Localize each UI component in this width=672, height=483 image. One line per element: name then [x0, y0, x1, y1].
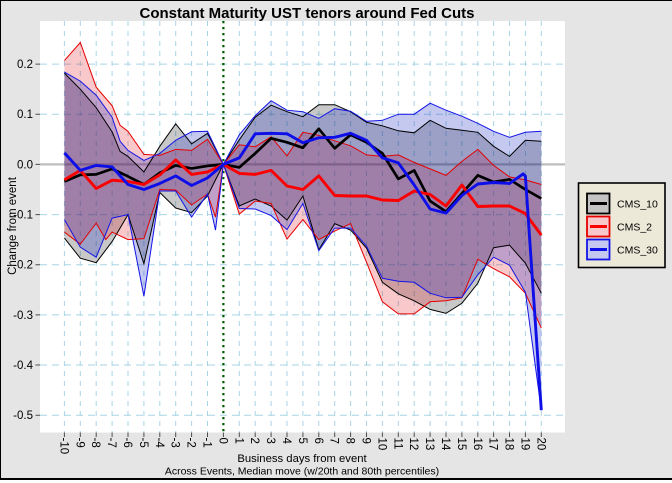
svg-text:2: 2	[248, 438, 260, 444]
svg-text:13: 13	[423, 438, 435, 451]
svg-text:-2: -2	[185, 438, 197, 448]
svg-text:Business days from event: Business days from event	[237, 453, 367, 465]
svg-text:-7: -7	[105, 438, 117, 448]
svg-text:Constant Maturity UST tenors a: Constant Maturity UST tenors around Fed …	[139, 5, 474, 22]
svg-text:15: 15	[455, 438, 467, 451]
svg-text:-0.5: -0.5	[13, 410, 33, 422]
svg-text:-6: -6	[121, 438, 133, 448]
svg-text:11: 11	[391, 438, 403, 450]
svg-text:8: 8	[344, 438, 356, 444]
svg-text:Change from event: Change from event	[7, 176, 19, 275]
svg-text:-10: -10	[57, 438, 69, 455]
svg-text:Across Events, Median move (w/: Across Events, Median move (w/20th and 8…	[165, 466, 439, 478]
svg-text:7: 7	[328, 438, 340, 444]
svg-text:CMS_2: CMS_2	[617, 222, 652, 234]
svg-text:0.1: 0.1	[17, 109, 33, 121]
svg-text:0.0: 0.0	[17, 159, 33, 171]
svg-text:10: 10	[375, 438, 387, 451]
svg-text:4: 4	[280, 438, 292, 445]
svg-text:17: 17	[487, 438, 499, 451]
svg-text:19: 19	[518, 438, 530, 451]
svg-text:CMS_30: CMS_30	[617, 245, 658, 257]
svg-text:0.2: 0.2	[17, 59, 33, 71]
svg-text:-0.3: -0.3	[13, 310, 33, 322]
svg-text:-4: -4	[153, 438, 165, 449]
svg-text:-8: -8	[89, 438, 101, 448]
svg-text:14: 14	[439, 438, 451, 451]
svg-text:0: 0	[216, 438, 228, 444]
svg-text:20: 20	[534, 438, 546, 451]
svg-text:-1: -1	[201, 438, 213, 448]
svg-text:-9: -9	[73, 438, 85, 448]
svg-text:-0.1: -0.1	[13, 210, 33, 222]
svg-text:18: 18	[503, 438, 515, 451]
svg-text:-0.4: -0.4	[13, 360, 33, 372]
svg-text:5: 5	[296, 438, 308, 444]
svg-text:9: 9	[360, 438, 372, 444]
svg-text:-0.2: -0.2	[13, 260, 33, 272]
svg-text:-3: -3	[169, 438, 181, 448]
svg-text:-5: -5	[137, 438, 149, 448]
svg-text:6: 6	[312, 438, 324, 444]
svg-text:16: 16	[471, 438, 483, 451]
svg-text:12: 12	[407, 438, 419, 451]
svg-text:1: 1	[232, 438, 244, 444]
svg-text:CMS_10: CMS_10	[617, 199, 658, 211]
svg-text:3: 3	[264, 438, 276, 444]
